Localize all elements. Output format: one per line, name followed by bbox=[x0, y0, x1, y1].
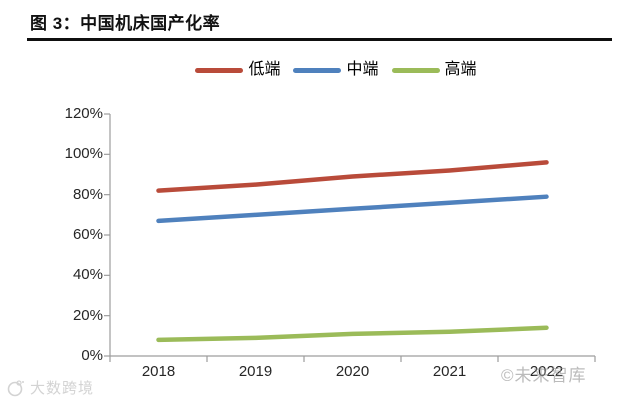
y-tick-label: 40% bbox=[72, 266, 103, 284]
legend-label-high-end: 高端 bbox=[444, 61, 477, 78]
watermark-bottom-left-text: 大数跨境 bbox=[30, 380, 95, 397]
legend-swatch-low-end bbox=[195, 67, 244, 73]
y-tick-label: 120% bbox=[64, 105, 103, 122]
watermark-bottom-left: 大数跨境 bbox=[6, 377, 94, 398]
legend-item-low-end: 低端 bbox=[195, 61, 280, 79]
legend-item-high-end: 高端 bbox=[391, 61, 477, 79]
x-tick-label: 2020 bbox=[335, 363, 370, 380]
x-tick-label: 2018 bbox=[141, 363, 176, 380]
x-tick-label: 2021 bbox=[432, 363, 467, 380]
legend-label-mid-end: 中端 bbox=[346, 61, 379, 78]
legend-swatch-high-end bbox=[391, 67, 440, 73]
x-tick-label: 2019 bbox=[238, 363, 273, 380]
y-tick-label: 80% bbox=[72, 185, 103, 203]
legend-swatch-mid-end bbox=[293, 67, 342, 73]
y-tick-label: 20% bbox=[72, 306, 103, 324]
watermark-right: ©未来智库 bbox=[501, 366, 587, 385]
series-line-高端 bbox=[156, 325, 549, 343]
chart-legend: 低端 中端 高端 bbox=[16, 61, 640, 79]
series-line-中端 bbox=[156, 194, 549, 224]
y-tick-label: 100% bbox=[64, 145, 103, 163]
dashu-logo-icon bbox=[7, 379, 24, 396]
legend-label-low-end: 低端 bbox=[248, 61, 281, 78]
y-tick-label: 60% bbox=[72, 226, 103, 243]
figure-title: 图 3：中国机床国产化率 bbox=[30, 14, 221, 33]
series-line-低端 bbox=[156, 160, 549, 193]
title-divider bbox=[27, 38, 612, 41]
legend-item-mid-end: 中端 bbox=[293, 61, 379, 79]
x-tick-label: 2022 bbox=[529, 363, 564, 380]
y-tick-label: 0% bbox=[81, 347, 103, 364]
